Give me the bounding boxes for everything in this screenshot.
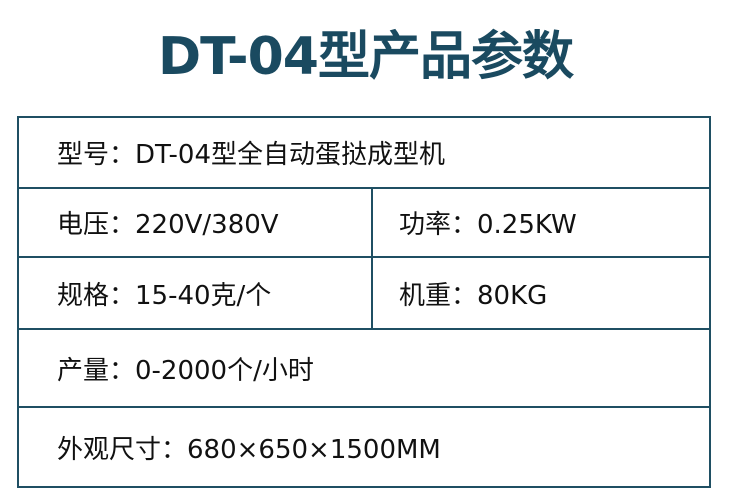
spec-voltage: 电压：220V/380V	[19, 189, 373, 256]
page-title: DT-04型产品参数	[158, 27, 574, 87]
table-row-model: 型号：DT-04型全自动蛋挞成型机	[19, 118, 709, 189]
spec-weight: 机重：80KG	[399, 280, 548, 311]
spec-specification: 规格：15-40克/个	[19, 258, 373, 328]
spec-output: 产量：0-2000个/小时	[57, 355, 314, 386]
table-row-output: 产量：0-2000个/小时	[19, 330, 709, 408]
spec-power: 功率：0.25KW	[399, 210, 577, 240]
table-row-size-weight: 规格：15-40克/个 机重：80KG	[19, 258, 709, 330]
spec-model: 型号：DT-04型全自动蛋挞成型机	[57, 140, 445, 170]
table-row-voltage-power: 电压：220V/380V 功率：0.25KW	[19, 189, 709, 258]
spec-dimensions: 外观尺寸：680×650×1500MM	[57, 434, 441, 465]
spec-table: 型号：DT-04型全自动蛋挞成型机 电压：220V/380V 功率：0.25KW…	[17, 116, 711, 488]
table-row-dimensions: 外观尺寸：680×650×1500MM	[19, 408, 709, 486]
